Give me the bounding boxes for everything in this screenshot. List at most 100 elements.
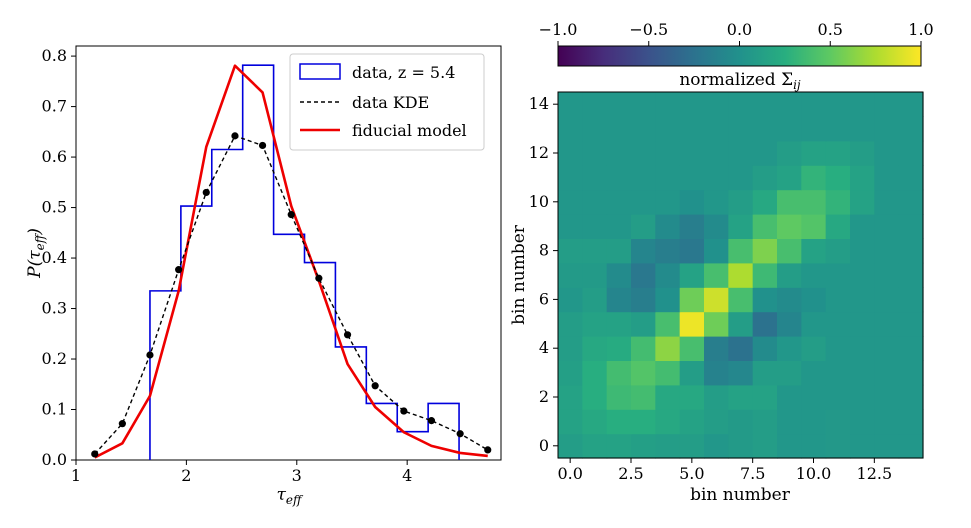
heatmap-x-axis-label: bin number <box>690 485 791 505</box>
heatmap-cell <box>679 214 705 239</box>
heatmap-cell <box>679 384 705 410</box>
heatmap-cell <box>874 409 900 435</box>
heatmap-cell <box>825 140 851 166</box>
heatmap-cell <box>679 238 705 264</box>
heatmap-cell <box>655 287 681 313</box>
heatmap-cell <box>801 262 827 288</box>
heatmap-cell <box>801 214 827 239</box>
heatmap-cell <box>898 336 924 361</box>
heatmap-cell <box>582 238 608 264</box>
heatmap-cell <box>631 360 656 386</box>
heatmap-cell <box>582 336 608 361</box>
heatmap-cell <box>752 433 778 459</box>
heatmap-cell <box>558 92 583 117</box>
heatmap-cell <box>582 360 608 386</box>
heatmap-cell <box>777 214 802 239</box>
heatmap-cell <box>752 165 778 191</box>
heatmap-cell <box>679 433 705 459</box>
left-y-ticks: 0.0 0.1 0.2 0.3 0.4 0.5 0.6 0.7 0.8 <box>42 46 76 469</box>
heatmap-cell <box>631 92 656 117</box>
y-tick-label: 0.2 <box>42 349 67 368</box>
heatmap-cell <box>850 189 875 215</box>
kde-point <box>231 132 239 140</box>
colorbar-ticks: −1.0 −0.5 0.0 0.5 1.0 <box>539 20 934 46</box>
histogram-step-line <box>149 64 460 460</box>
heatmap-cell <box>606 189 632 215</box>
heatmap-cell <box>679 311 705 337</box>
heatmap-cell <box>631 262 656 288</box>
heatmap-y-axis-label: bin number <box>509 224 529 325</box>
heatmap-cell <box>777 336 802 361</box>
heatmap-cell <box>801 287 827 313</box>
kde-point <box>371 382 379 390</box>
heatmap-cell <box>825 360 851 386</box>
kde-point <box>287 211 295 219</box>
heatmap-cell <box>898 116 924 142</box>
heatmap-cell <box>752 409 778 435</box>
heatmap-cell <box>704 360 729 386</box>
heatmap-cell <box>728 214 754 239</box>
heatmap-cell <box>728 336 754 361</box>
heatmap-cell <box>582 433 608 459</box>
heatmap-cell <box>752 238 778 264</box>
heatmap-cell <box>825 433 851 459</box>
heatmap-cell <box>704 140 729 166</box>
heatmap-cell <box>655 262 681 288</box>
heatmap-cell <box>874 433 900 459</box>
heatmap-cell <box>825 214 851 239</box>
heatmap-cell <box>582 189 608 215</box>
heatmap-cell <box>655 360 681 386</box>
heatmap-cell <box>631 140 656 166</box>
kde-dashed-line <box>94 135 489 455</box>
heatmap-cell <box>704 238 729 264</box>
heatmap-cell <box>582 262 608 288</box>
heatmap-cell <box>631 165 656 191</box>
colorbar-tick-label: 0.0 <box>727 20 752 39</box>
heatmap-cell <box>874 140 900 166</box>
left-y-axis-label-main: P(τ <box>25 250 45 279</box>
heatmap-cell <box>679 287 705 313</box>
kde-point <box>343 331 352 339</box>
left-y-axis-label-close: ) <box>25 228 45 236</box>
heatmap-cell <box>679 189 705 215</box>
heatmap-cell <box>874 214 900 239</box>
heatmap-cell <box>679 409 705 435</box>
colorbar-tick-label: −0.5 <box>629 20 668 39</box>
heatmap-x-tick-label: 2.5 <box>618 464 643 483</box>
kde-point <box>146 351 154 359</box>
heatmap-cell <box>898 189 924 215</box>
heatmap-cell <box>728 189 754 215</box>
heatmap-cell <box>728 262 754 288</box>
heatmap-cell <box>606 140 632 166</box>
heatmap-cell <box>825 336 851 361</box>
heatmap-cell <box>655 433 681 459</box>
heatmap-cell <box>850 140 875 166</box>
heatmap-cell <box>850 384 875 410</box>
heatmap-cell <box>777 409 802 435</box>
heatmap-cell <box>558 433 583 459</box>
heatmap-cell <box>728 360 754 386</box>
heatmap-cell <box>777 433 802 459</box>
legend-swatch-histogram <box>299 63 341 80</box>
fiducial-model-line <box>94 64 488 459</box>
heatmap-y-tick-label: 0 <box>539 436 549 455</box>
heatmap-cell <box>606 336 632 361</box>
kde-point <box>427 417 436 425</box>
heatmap-cell <box>679 92 705 117</box>
heatmap-y-tick-label: 12 <box>529 143 549 162</box>
heatmap-cell <box>558 116 583 142</box>
heatmap-cell <box>825 92 851 117</box>
heatmap-cell <box>606 262 632 288</box>
heatmap-cell <box>704 384 729 410</box>
heatmap-cell <box>752 311 778 337</box>
x-tick-label: 3 <box>292 466 302 485</box>
heatmap-cell <box>704 116 729 142</box>
heatmap-cell <box>582 165 608 191</box>
heatmap-cell <box>898 433 924 459</box>
heatmap-cell <box>582 311 608 337</box>
heatmap-cell <box>874 165 900 191</box>
heatmap-cell <box>825 409 851 435</box>
heatmap-cell <box>704 336 729 361</box>
heatmap-cell <box>898 311 924 337</box>
